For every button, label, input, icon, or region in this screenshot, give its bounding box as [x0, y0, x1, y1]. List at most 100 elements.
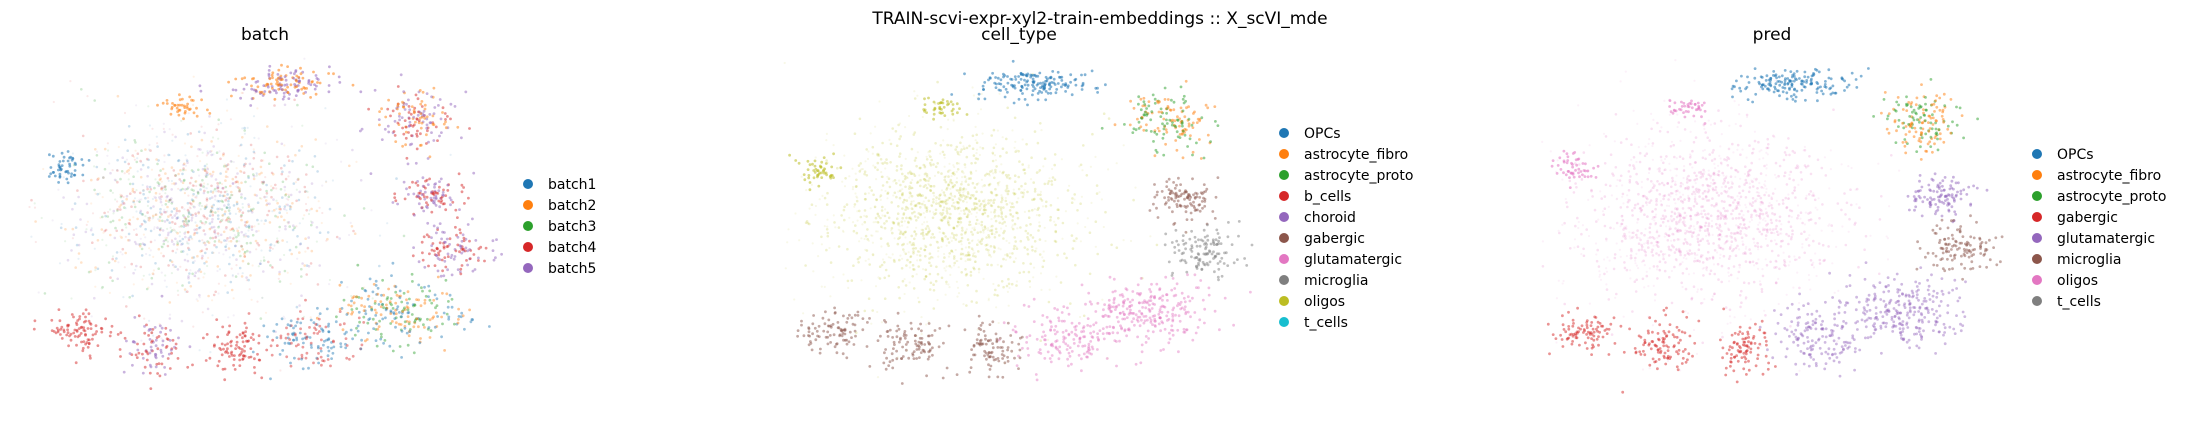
scatter-point	[297, 88, 300, 92]
scatter-point	[456, 235, 460, 239]
scatter-point	[1142, 100, 1146, 104]
scatter-point	[1196, 208, 1199, 212]
scatter-point	[980, 223, 983, 227]
scatter-point	[994, 159, 998, 162]
scatter-point	[917, 194, 920, 198]
scatter-point	[366, 321, 370, 325]
scatter-point	[854, 224, 857, 227]
scatter-point	[185, 222, 189, 225]
scatter-point	[293, 332, 297, 336]
scatter-point	[195, 224, 199, 227]
scatter-point	[230, 193, 233, 197]
scatter-point	[193, 184, 196, 187]
scatter-point	[1088, 272, 1092, 276]
scatter-point	[927, 151, 930, 154]
scatter-point	[941, 216, 944, 220]
scatter-point	[1140, 350, 1144, 354]
scatter-point	[298, 251, 301, 254]
scatter-point	[411, 303, 415, 306]
scatter-point	[119, 203, 123, 207]
scatter-point	[238, 250, 241, 253]
scatter-point	[416, 184, 420, 187]
scatter-point	[900, 193, 904, 196]
scatter-point	[893, 237, 896, 240]
scatter-point	[315, 240, 318, 243]
scatter-point	[161, 101, 165, 105]
scatter-point	[857, 164, 861, 167]
scatter-point	[241, 248, 244, 251]
scatter-point	[93, 247, 96, 250]
scatter-point	[875, 178, 878, 181]
scatter-point	[226, 163, 230, 166]
scatter-point	[949, 192, 953, 196]
scatter-point	[907, 171, 910, 175]
scatter-point	[135, 210, 138, 213]
scatter-point	[1096, 301, 1100, 305]
scatter-point	[214, 235, 218, 239]
legend-marker	[523, 200, 533, 210]
scatter-point	[1117, 303, 1121, 307]
scatter-point	[1041, 265, 1045, 269]
scatter-point	[304, 356, 308, 360]
scatter-point	[200, 204, 204, 208]
scatter-point	[1051, 176, 1055, 179]
scatter-point	[272, 173, 275, 176]
scatter-point	[957, 240, 961, 244]
scatter-point	[942, 191, 946, 194]
scatter-point	[305, 209, 309, 212]
scatter-point	[1199, 157, 1203, 160]
scatter-point	[227, 197, 231, 200]
scatter-point	[1053, 178, 1057, 181]
scatter-point	[1014, 240, 1017, 243]
scatter-point	[905, 216, 908, 220]
scatter-point	[987, 183, 990, 186]
scatter-point	[194, 180, 197, 183]
scatter-point	[965, 215, 969, 219]
scatter-point	[970, 212, 973, 215]
scatter-point	[955, 170, 958, 173]
scatter-point	[976, 231, 980, 234]
scatter-point	[1056, 208, 1059, 211]
scatter-point	[299, 242, 303, 245]
scatter-point	[219, 190, 223, 194]
scatter-point	[382, 293, 386, 297]
scatter-point	[1167, 188, 1171, 192]
scatter-point	[180, 319, 184, 323]
scatter-point	[446, 115, 449, 118]
scatter-point	[213, 194, 217, 198]
scatter-point	[936, 272, 940, 276]
scatter-point	[1183, 197, 1186, 201]
scatter-point	[1056, 82, 1060, 85]
scatter-point	[1191, 296, 1194, 300]
scatter-point	[223, 163, 226, 166]
scatter-point	[217, 186, 220, 189]
scatter-point	[1198, 259, 1202, 263]
scatter-point	[891, 253, 894, 256]
scatter-point	[1006, 90, 1009, 94]
scatter-point	[42, 167, 45, 171]
scatter-point	[185, 159, 189, 163]
scatter-point	[140, 149, 143, 152]
scatter-point	[999, 208, 1003, 212]
scatter-point	[206, 167, 209, 171]
scatter-point	[157, 267, 160, 271]
scatter-point	[410, 313, 414, 316]
scatter-point	[413, 303, 416, 307]
scatter-point	[211, 191, 215, 194]
scatter-point	[954, 148, 957, 151]
scatter-point	[1010, 226, 1013, 229]
scatter-point	[1217, 252, 1221, 256]
scatter-point	[147, 196, 150, 199]
scatter-point	[192, 75, 195, 78]
scatter-point	[217, 118, 220, 121]
scatter-point	[208, 112, 212, 115]
scatter-point	[898, 258, 901, 262]
scatter-point	[187, 186, 190, 189]
scatter-point	[1060, 79, 1064, 82]
scatter-point	[974, 202, 977, 205]
scatter-point	[221, 182, 224, 186]
scatter-point	[141, 371, 145, 375]
scatter-point	[238, 354, 241, 357]
scatter-point	[163, 279, 166, 282]
scatter-point	[168, 198, 171, 201]
